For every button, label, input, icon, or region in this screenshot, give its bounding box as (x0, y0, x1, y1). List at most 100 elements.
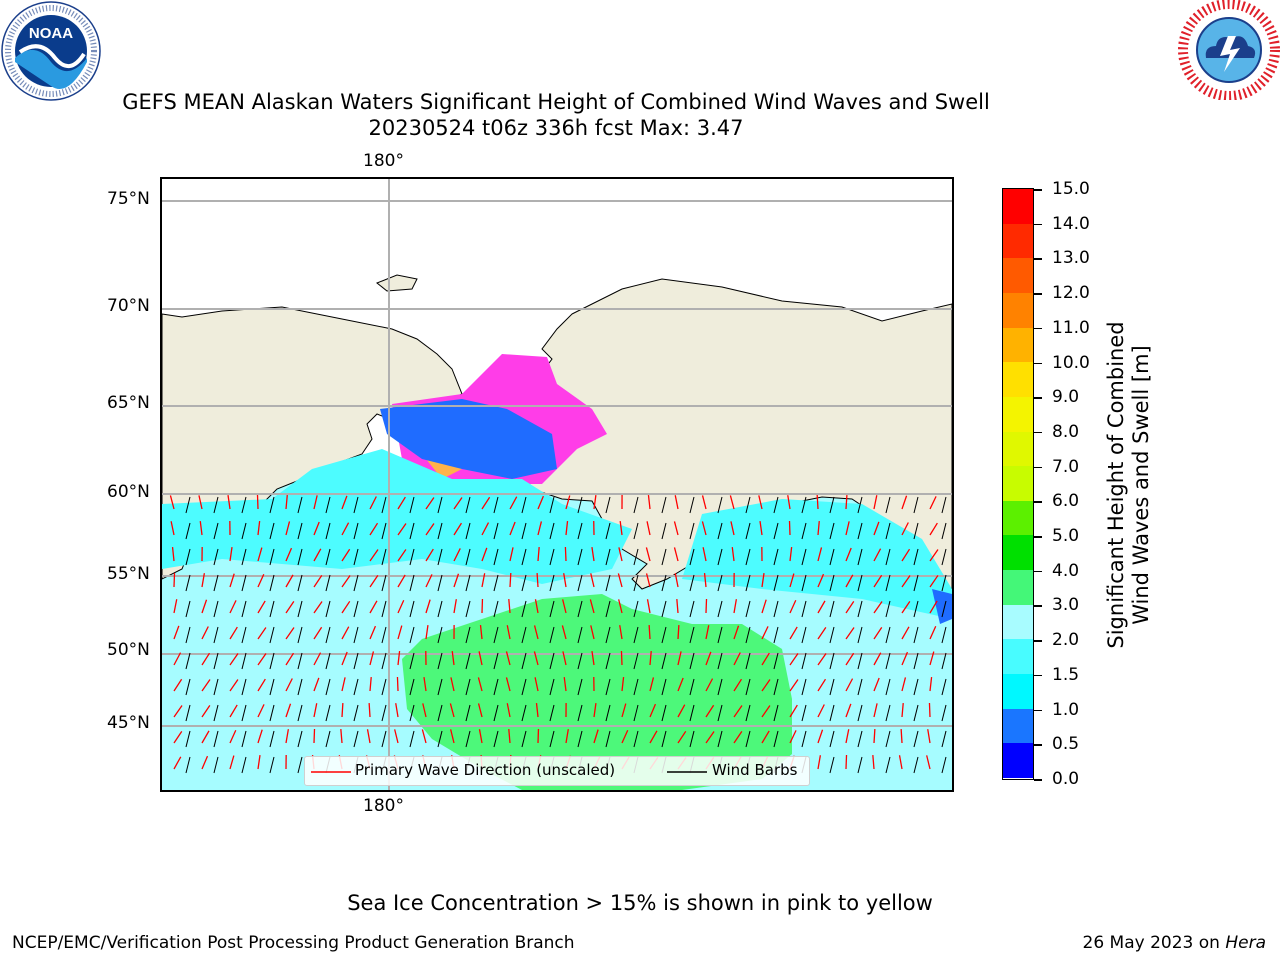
wind-barb (297, 756, 303, 774)
wind-barb (745, 678, 751, 696)
wind-barb (437, 704, 443, 722)
wave-arrow (845, 729, 850, 744)
colorbar-tick-label: 15.0 (1052, 179, 1090, 199)
wind-barb (213, 522, 219, 540)
wind-barb (213, 756, 219, 774)
wave-arrow (565, 521, 569, 536)
wave-band-1p5 (162, 449, 632, 584)
wind-barb (941, 704, 947, 722)
wave-arrow (369, 575, 379, 588)
wind-barb (241, 626, 247, 644)
wind-barb (381, 574, 387, 592)
wind-barb (689, 704, 695, 722)
wave-legend-swatch (311, 771, 351, 773)
wave-arrow (789, 704, 798, 718)
wave-arrow (593, 729, 599, 744)
wave-arrow (369, 522, 379, 536)
wave-arrow (646, 521, 651, 536)
lat-label-75: 75°N (107, 189, 150, 209)
wave-arrow (593, 703, 597, 718)
wave-arrow (229, 626, 238, 640)
wind-barb (409, 548, 415, 566)
wind-barb (829, 626, 835, 644)
wave-arrow (509, 496, 518, 510)
wind-barb (773, 522, 779, 540)
wave-arrow (201, 626, 209, 640)
map-legend: Primary Wave Direction (unscaled) Wind B… (304, 756, 810, 786)
wave-arrow (929, 496, 937, 510)
wave-arrow (397, 496, 406, 510)
colorbar-tick-label: 0.5 (1052, 734, 1080, 755)
colorbar-segment (1003, 396, 1033, 433)
wind-barb (325, 730, 331, 748)
wave-arrow (645, 547, 651, 562)
noaa-logo: NOAA (0, 0, 102, 102)
wind-barb (801, 496, 807, 514)
wind-barb (773, 652, 779, 670)
wave-arrow (395, 703, 399, 718)
wind-barb (661, 548, 667, 566)
wind-barb (549, 548, 555, 566)
wind-barb (465, 626, 471, 644)
wind-barb (689, 522, 695, 540)
wave-arrow (845, 678, 854, 692)
wave-arrow (590, 573, 595, 588)
wave-arrow (731, 547, 735, 562)
wave-arrow (649, 730, 658, 744)
wind-barb (633, 548, 639, 566)
wind-barb (745, 548, 751, 566)
wind-barb (241, 704, 247, 722)
wave-arrow (397, 599, 405, 614)
wave-arrow (505, 677, 511, 692)
wind-barb (633, 600, 639, 618)
wave-arrow (285, 547, 293, 562)
wave-arrow (816, 494, 819, 510)
lat-label-65: 65°N (107, 393, 150, 413)
wave-arrow (481, 547, 488, 562)
colorbar-tick-mark (1034, 536, 1042, 538)
colorbar-tick-label: 10.0 (1052, 352, 1090, 373)
wave-arrow (285, 494, 288, 510)
wave-arrow (758, 495, 763, 510)
colorbar-tick-mark (1034, 431, 1042, 434)
wind-barb (801, 626, 807, 644)
wind-barb (801, 678, 807, 696)
wind-barb (549, 522, 555, 540)
wind-barb (829, 548, 835, 566)
wave-arrow (901, 601, 911, 614)
wind-barb (465, 548, 471, 566)
wind-barb (465, 704, 471, 722)
wind-barb (269, 574, 275, 592)
wind-barb (297, 652, 303, 670)
wind-barb (661, 600, 667, 618)
wind-barb (297, 496, 303, 514)
wave-arrow (229, 704, 238, 718)
wind-barb (409, 704, 415, 722)
wind-barb (493, 652, 499, 670)
wind-barb (773, 574, 779, 592)
wind-barb (297, 548, 303, 566)
wind-barb (577, 730, 583, 748)
lat-label-45: 45°N (107, 713, 150, 733)
footer-date: 26 May 2023 on Hera (1083, 933, 1267, 953)
wind-barb (773, 678, 779, 696)
wind-barb (633, 574, 639, 592)
wind-barb (633, 704, 639, 722)
wind-barb (185, 548, 191, 566)
footer-date-text: 26 May 2023 on (1082, 933, 1220, 953)
colorbar-segment (1003, 535, 1033, 571)
wave-arrow (285, 627, 295, 640)
wave-arrow (341, 677, 346, 692)
wave-arrow (533, 625, 539, 640)
wind-barb (717, 522, 723, 540)
wave-arrow (229, 755, 235, 770)
lat-label-60: 60°N (107, 482, 150, 502)
wind-barb (745, 496, 751, 514)
wave-arrow (505, 651, 511, 666)
wave-arrow (929, 651, 935, 666)
wave-arrow (817, 678, 827, 692)
wind-barb (773, 496, 779, 514)
wind-barb (577, 600, 583, 618)
wind-barb (773, 730, 779, 748)
wave-arrow (621, 677, 625, 692)
